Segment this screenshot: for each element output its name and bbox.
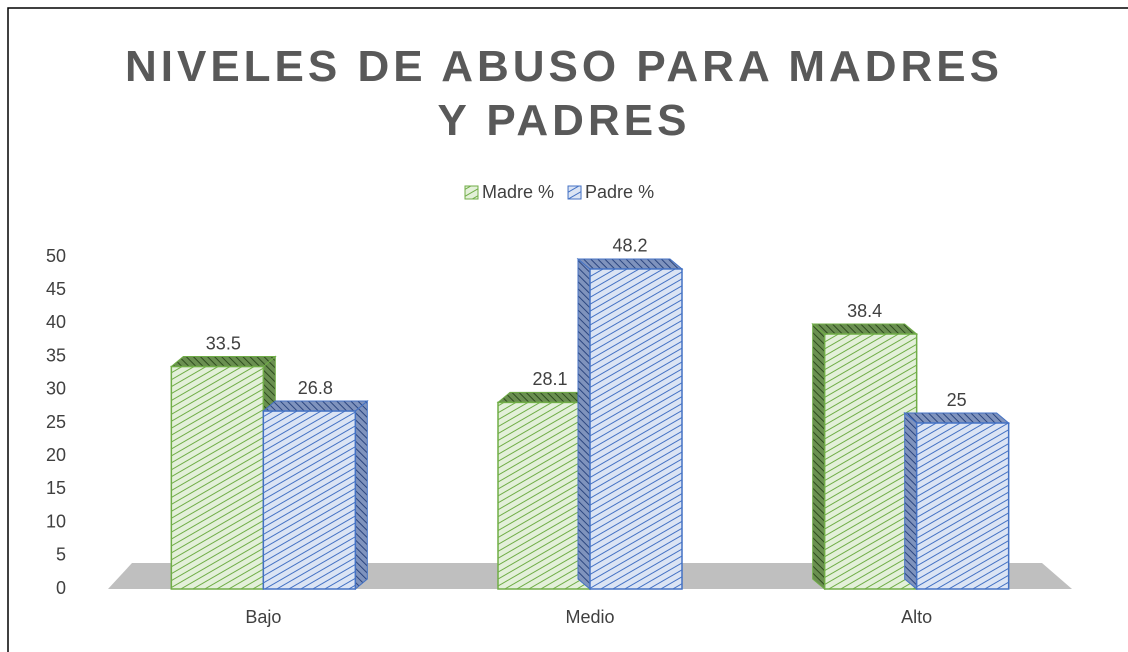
data-label: 33.5 [206, 333, 241, 353]
bar-side [812, 322, 826, 591]
bar-top [811, 323, 919, 335]
y-tick-label: 35 [46, 345, 66, 365]
y-tick-label: 40 [46, 312, 66, 332]
bar-top [169, 356, 277, 368]
legend-label: Padre % [585, 182, 654, 202]
legend-swatch [464, 185, 479, 200]
bar-side [354, 399, 368, 591]
x-tick-label: Bajo [245, 607, 281, 627]
bar [589, 268, 683, 590]
data-label: 38.4 [847, 301, 882, 321]
y-tick-label: 45 [46, 279, 66, 299]
y-tick-label: 30 [46, 379, 66, 399]
data-label: 48.2 [612, 236, 647, 256]
data-label: 25 [947, 390, 967, 410]
legend-swatch [567, 185, 582, 200]
bar-side [577, 257, 591, 591]
y-tick-label: 15 [46, 478, 66, 498]
y-tick-label: 25 [46, 412, 66, 432]
y-tick-label: 0 [56, 578, 66, 598]
bar-top [261, 400, 369, 412]
y-tick-label: 10 [46, 511, 66, 531]
legend-label: Madre % [482, 182, 554, 202]
y-tick-label: 20 [46, 445, 66, 465]
bar [262, 410, 357, 590]
bar [497, 401, 591, 590]
chart-title: NIVELES DE ABUSO PARA MADRES Y PADRES [124, 42, 1003, 145]
bar [823, 333, 918, 590]
data-label: 28.1 [532, 369, 567, 389]
x-tick-label: Alto [901, 607, 932, 627]
bar [915, 422, 1010, 590]
y-tick-label: 5 [56, 545, 66, 565]
bar-side [904, 411, 918, 591]
bar [170, 365, 265, 590]
data-label: 26.8 [298, 378, 333, 398]
bar-top [576, 258, 684, 270]
y-tick-label: 50 [46, 246, 66, 266]
bar-top [903, 412, 1011, 424]
x-tick-label: Medio [565, 607, 614, 627]
frame [7, 7, 1128, 652]
